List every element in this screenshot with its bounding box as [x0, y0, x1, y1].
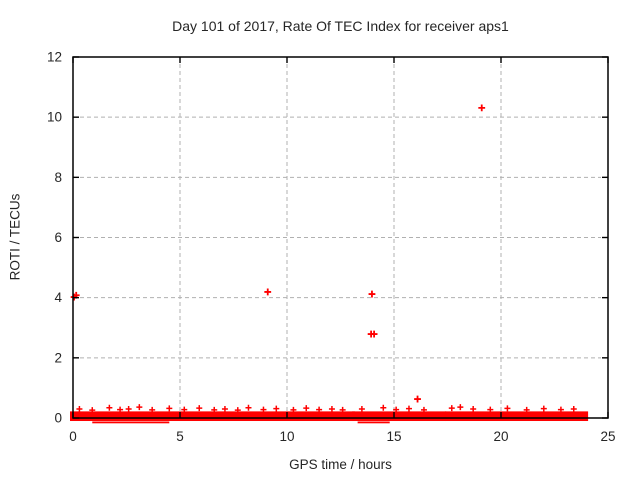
data-point-marker	[414, 395, 421, 403]
y-tick-label: 6	[54, 230, 62, 245]
band-spike-marker	[76, 405, 83, 412]
band-spike-marker	[273, 405, 280, 412]
band-spike-marker	[89, 407, 96, 414]
band-spike-marker	[125, 405, 132, 412]
y-tick-label: 2	[54, 350, 62, 365]
y-tick-label: 8	[54, 170, 62, 185]
x-tick-label: 20	[493, 429, 508, 444]
band-spike-marker	[196, 405, 203, 412]
data-point-marker	[370, 330, 378, 338]
band-spike-marker	[106, 404, 113, 411]
baseline-band-segment	[352, 411, 447, 422]
band-spike-marker	[393, 406, 400, 413]
band-spike-marker	[358, 405, 365, 412]
baseline-band-segment	[444, 411, 589, 422]
band-spike-marker	[211, 406, 218, 413]
band-spike-marker	[316, 406, 323, 413]
band-spike-marker	[303, 405, 310, 412]
band-spike-marker	[487, 406, 494, 413]
x-tick-label: 10	[279, 429, 294, 444]
data-point-marker	[368, 290, 376, 298]
band-spike-marker	[166, 405, 173, 412]
band-spike-marker	[328, 405, 335, 412]
band-spike-marker	[523, 406, 530, 413]
x-tick-label: 25	[600, 429, 615, 444]
baseline-band-low-marks	[357, 421, 390, 424]
baseline-band-segment	[70, 411, 356, 422]
band-spike-marker	[234, 407, 241, 414]
band-spike-marker	[470, 405, 477, 412]
x-axis-label: GPS time / hours	[289, 457, 392, 472]
band-spike-marker	[504, 405, 511, 412]
band-spike-marker	[149, 406, 156, 413]
x-tick-label: 15	[386, 429, 401, 444]
y-tick-label: 12	[47, 50, 62, 65]
y-tick-label: 10	[47, 110, 62, 125]
band-spike-marker	[339, 406, 346, 413]
band-spike-marker	[557, 406, 564, 413]
x-tick-label: 5	[176, 429, 184, 444]
data-point-marker	[264, 288, 272, 296]
chart-title: Day 101 of 2017, Rate Of TEC Index for r…	[172, 18, 509, 34]
band-spike-marker	[260, 406, 267, 413]
band-spike-marker	[420, 406, 427, 413]
band-spike-marker	[117, 406, 124, 413]
x-tick-label: 0	[69, 429, 77, 444]
band-spike-marker	[290, 406, 297, 413]
band-spike-marker	[380, 404, 387, 411]
band-spike-marker	[570, 405, 577, 412]
band-spike-marker	[405, 405, 412, 412]
band-spike-marker	[540, 405, 547, 412]
band-spike-marker	[245, 404, 252, 411]
band-spike-marker	[457, 404, 464, 411]
band-spike-marker	[136, 404, 143, 411]
band-spike-marker	[221, 405, 228, 412]
y-tick-label: 4	[54, 290, 62, 305]
y-tick-label: 0	[54, 411, 62, 426]
data-point-marker	[478, 104, 486, 112]
band-spike-marker	[181, 406, 188, 413]
baseline-band-low-marks	[92, 421, 170, 424]
band-spike-marker	[448, 405, 455, 412]
